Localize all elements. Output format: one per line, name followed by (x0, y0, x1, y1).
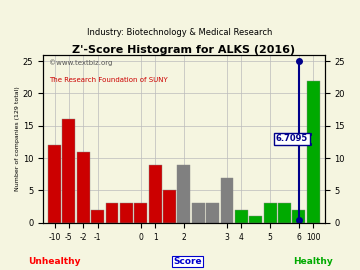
Bar (134, 203, 147, 223)
Text: ©www.textbiz.org: ©www.textbiz.org (49, 60, 112, 66)
Bar (177, 165, 190, 223)
Text: Industry: Biotechnology & Medical Research: Industry: Biotechnology & Medical Resear… (87, 28, 273, 37)
Text: Healthy: Healthy (293, 257, 333, 266)
Text: 6.7095: 6.7095 (276, 134, 308, 143)
Bar (120, 203, 133, 223)
Bar (278, 203, 291, 223)
Bar (163, 190, 176, 223)
Bar (192, 203, 205, 223)
Bar (77, 152, 90, 223)
Text: The Research Foundation of SUNY: The Research Foundation of SUNY (49, 77, 167, 83)
Bar (264, 203, 276, 223)
Bar (249, 216, 262, 223)
Bar (105, 203, 118, 223)
Bar (292, 210, 305, 223)
Y-axis label: Number of companies (129 total): Number of companies (129 total) (15, 86, 20, 191)
Bar (149, 165, 162, 223)
Bar (206, 203, 219, 223)
Text: Unhealthy: Unhealthy (28, 257, 80, 266)
Bar (221, 178, 234, 223)
Text: Score: Score (173, 257, 202, 266)
Bar (307, 80, 320, 223)
Bar (91, 210, 104, 223)
Bar (62, 119, 75, 223)
Bar (48, 145, 61, 223)
Bar (235, 210, 248, 223)
Title: Z'-Score Histogram for ALKS (2016): Z'-Score Histogram for ALKS (2016) (72, 45, 296, 55)
